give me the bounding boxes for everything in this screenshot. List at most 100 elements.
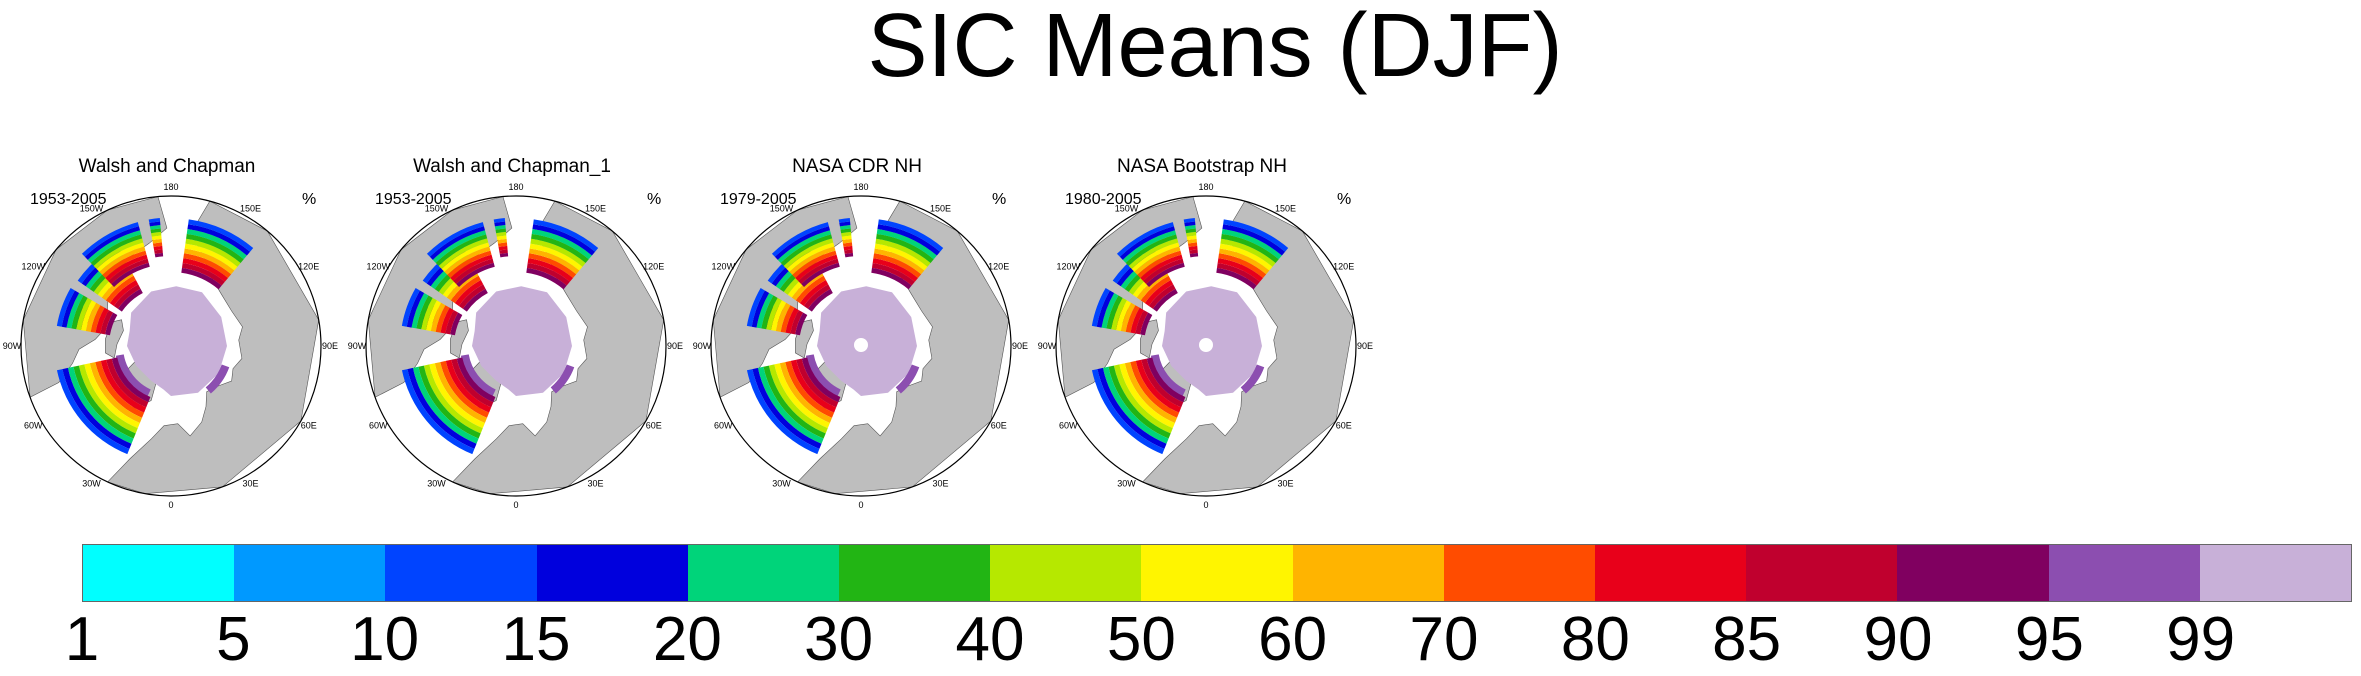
ice-edge-band (497, 238, 507, 244)
ice-edge-band (1101, 292, 1119, 329)
ice-edge-band (1222, 224, 1286, 256)
ice-edge-band (1148, 284, 1176, 309)
colorbar-label: 95 (2014, 605, 2084, 674)
ice-edge-band (1221, 229, 1282, 260)
ice-edge-band (440, 360, 490, 418)
longitude-label: 180 (853, 182, 868, 192)
colorbar-swatch-0 (83, 545, 235, 601)
ice-edge-band (875, 238, 931, 267)
longitude-label: 150E (930, 203, 951, 213)
ice-edge-band (87, 230, 142, 263)
ice-edge-band (838, 217, 851, 223)
colorbar-swatch-7 (1141, 545, 1293, 601)
longitude-label: 150W (1115, 203, 1139, 213)
ice-edge-band (1218, 253, 1267, 279)
ice-edge-band (795, 254, 838, 281)
ice-edge-band (1219, 243, 1273, 271)
ice-edge-band (67, 366, 134, 444)
ice-edge-band (763, 365, 826, 439)
ice-edge-band (1108, 365, 1171, 439)
ice-edge-band (429, 363, 485, 429)
ice-edge-band (407, 367, 477, 449)
ice-edge-band (756, 292, 774, 329)
ice-edge-band (182, 258, 229, 282)
ice-edge-band (1183, 217, 1196, 223)
ice-band-95 (115, 354, 151, 397)
ice-edge-band (1216, 263, 1260, 286)
ice-edge-band (411, 292, 429, 329)
ice-edge-band (1135, 359, 1182, 413)
colorbar-label: 15 (501, 605, 571, 674)
colorbar-swatch-8 (1292, 545, 1444, 601)
ice-edge-band (401, 288, 420, 327)
longitude-label: 120W (712, 262, 736, 272)
ice-edge-band (456, 357, 496, 403)
ice-edge-band (186, 233, 244, 264)
ice-edge-band (445, 359, 492, 413)
ice-edge-band (1219, 248, 1270, 275)
ice-edge-band (1140, 275, 1171, 304)
longitude-label: 0 (168, 500, 173, 510)
ice-edge-band (1143, 258, 1184, 284)
ice-edge-band (790, 359, 837, 413)
ice-edge-band (421, 297, 437, 331)
ice-edge-band (56, 288, 75, 327)
longitude-label: 150W (770, 203, 794, 213)
ice-edge-band (440, 307, 454, 334)
ice-band-95 (1150, 354, 1186, 397)
ice-edge-band (1125, 305, 1140, 333)
ice-edge-band (106, 358, 149, 408)
ice-edge-band (458, 284, 486, 309)
colorbar-label: 40 (955, 605, 1025, 674)
longitude-label: 120E (643, 262, 664, 272)
longitude-label: 90E (667, 341, 683, 351)
ice-edge-band (78, 364, 138, 434)
ice-edge-band (80, 300, 97, 331)
map-panel-4: NASA Bootstrap NH 1980-2005% 180 150E 120E 90… (1038, 150, 1387, 510)
longitude-label: 90W (693, 341, 712, 351)
ice-edge-band (149, 224, 161, 230)
longitude-label: 60E (1336, 421, 1352, 431)
longitude-label: 90W (1038, 341, 1057, 351)
ice-edge-band (454, 280, 484, 306)
colorbar-swatch-4 (687, 545, 840, 601)
map-panel-3: NASA CDR NH 1979-2005% 180 150E 120E 90E 60E 30… (693, 150, 1042, 510)
ice-edge-band (498, 245, 508, 251)
ice-edge-band (84, 363, 140, 429)
ice-edge-band (95, 360, 145, 418)
colorbar-swatch-14 (2199, 545, 2352, 601)
ice-edge-band (109, 280, 139, 306)
ice-edge-band (429, 226, 485, 260)
longitude-label: 180 (1198, 182, 1213, 192)
ice-edge-band (840, 228, 852, 234)
ice-edge-band (102, 250, 147, 278)
longitude-label: 60E (646, 421, 662, 431)
ice-edge-band (450, 254, 493, 281)
map-border (1055, 195, 1357, 497)
longitude-label: 120E (988, 262, 1009, 272)
ice-edge-band (1146, 262, 1185, 288)
ice-edge-band (792, 250, 837, 278)
ice-edge-band (151, 235, 162, 241)
panel-unit: % (992, 191, 1007, 208)
ice-edge-band (1188, 245, 1198, 251)
panel-unit: % (1337, 191, 1352, 208)
ice-edge-band (876, 229, 937, 260)
ice-edge-band (527, 258, 574, 282)
ice-edge-band (842, 238, 852, 244)
longitude-label: 150W (80, 203, 104, 213)
longitude-label: 30W (427, 479, 446, 489)
ice-edge-band (432, 230, 487, 263)
ice-edge-band (154, 252, 164, 258)
longitude-label: 90W (3, 341, 22, 351)
longitude-label: 30E (242, 479, 258, 489)
ice-edge-band (494, 221, 506, 227)
ice-edge-band (71, 295, 88, 330)
ice-edge-band (1130, 360, 1180, 418)
panel-title: NASA CDR NH (792, 156, 922, 177)
ice-edge-band (795, 275, 826, 304)
ice-edge-band (152, 242, 163, 248)
ice-edge-band (1091, 369, 1165, 455)
ice-edge-band (751, 290, 770, 328)
ice-edge-band (774, 363, 830, 429)
